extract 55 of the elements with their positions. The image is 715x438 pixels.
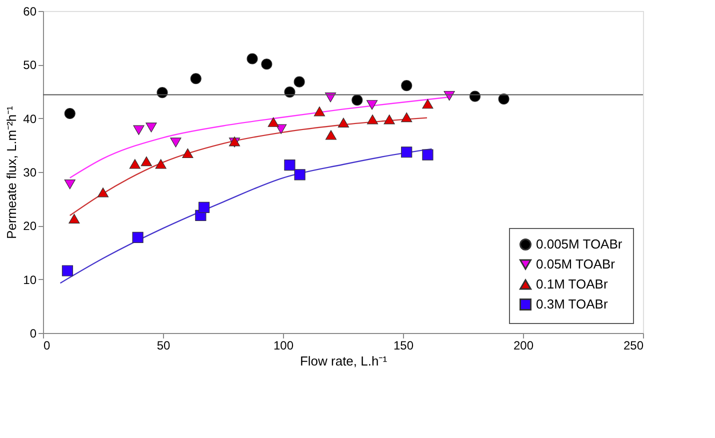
point bbox=[64, 108, 76, 120]
x-tick-label: 0 bbox=[44, 338, 50, 352]
point bbox=[268, 117, 279, 127]
point bbox=[401, 146, 412, 158]
line-series bbox=[60, 148, 432, 284]
point bbox=[366, 100, 378, 110]
point bbox=[68, 214, 80, 224]
point bbox=[190, 73, 202, 84]
x-tick-label: 150 bbox=[393, 338, 414, 352]
point bbox=[401, 112, 412, 122]
y-tick-label: 0 bbox=[30, 326, 37, 340]
point bbox=[198, 202, 210, 213]
point bbox=[155, 159, 166, 169]
point bbox=[422, 99, 434, 109]
legend-label: 0.1M TOABr bbox=[536, 276, 608, 292]
x-axis-title: Flow rate, L.h⁻¹ bbox=[300, 354, 388, 368]
point bbox=[284, 159, 296, 171]
x-tick-label: 250 bbox=[623, 338, 644, 352]
point bbox=[62, 265, 74, 276]
point bbox=[182, 148, 194, 158]
point bbox=[140, 156, 152, 166]
x-tick-label: 100 bbox=[273, 338, 294, 352]
point bbox=[338, 118, 350, 128]
point bbox=[314, 106, 326, 116]
point bbox=[129, 159, 140, 169]
point bbox=[498, 93, 510, 105]
point bbox=[352, 94, 363, 106]
y-tick-label: 10 bbox=[23, 272, 37, 287]
x-tick-label: 200 bbox=[513, 338, 534, 352]
point bbox=[146, 122, 157, 132]
y-tick-label: 30 bbox=[23, 166, 37, 180]
y-tick-label: 50 bbox=[23, 58, 37, 72]
y-tick-label: 60 bbox=[23, 4, 37, 18]
legend-label: 0.3M TOABr bbox=[536, 296, 608, 312]
point bbox=[366, 114, 378, 124]
point bbox=[97, 188, 109, 198]
legend-label: 0.05M TOABr bbox=[536, 256, 616, 272]
point bbox=[294, 76, 305, 88]
point bbox=[64, 180, 76, 190]
point bbox=[384, 114, 395, 124]
point bbox=[325, 130, 337, 140]
point bbox=[132, 232, 144, 244]
point bbox=[276, 124, 287, 134]
point bbox=[170, 138, 182, 148]
y-tick-label: 20 bbox=[23, 219, 37, 234]
x-tick-label: 50 bbox=[156, 338, 170, 352]
y-axis-title: Permeate flux, L.m⁻²h⁻¹ bbox=[4, 105, 20, 239]
y-tick-label: 40 bbox=[23, 112, 37, 126]
point bbox=[246, 53, 258, 64]
point bbox=[261, 58, 272, 70]
point bbox=[422, 149, 434, 160]
point bbox=[133, 125, 144, 135]
legend-label: 0.005M TOABr bbox=[536, 236, 623, 252]
point bbox=[294, 169, 306, 180]
point bbox=[401, 80, 412, 92]
